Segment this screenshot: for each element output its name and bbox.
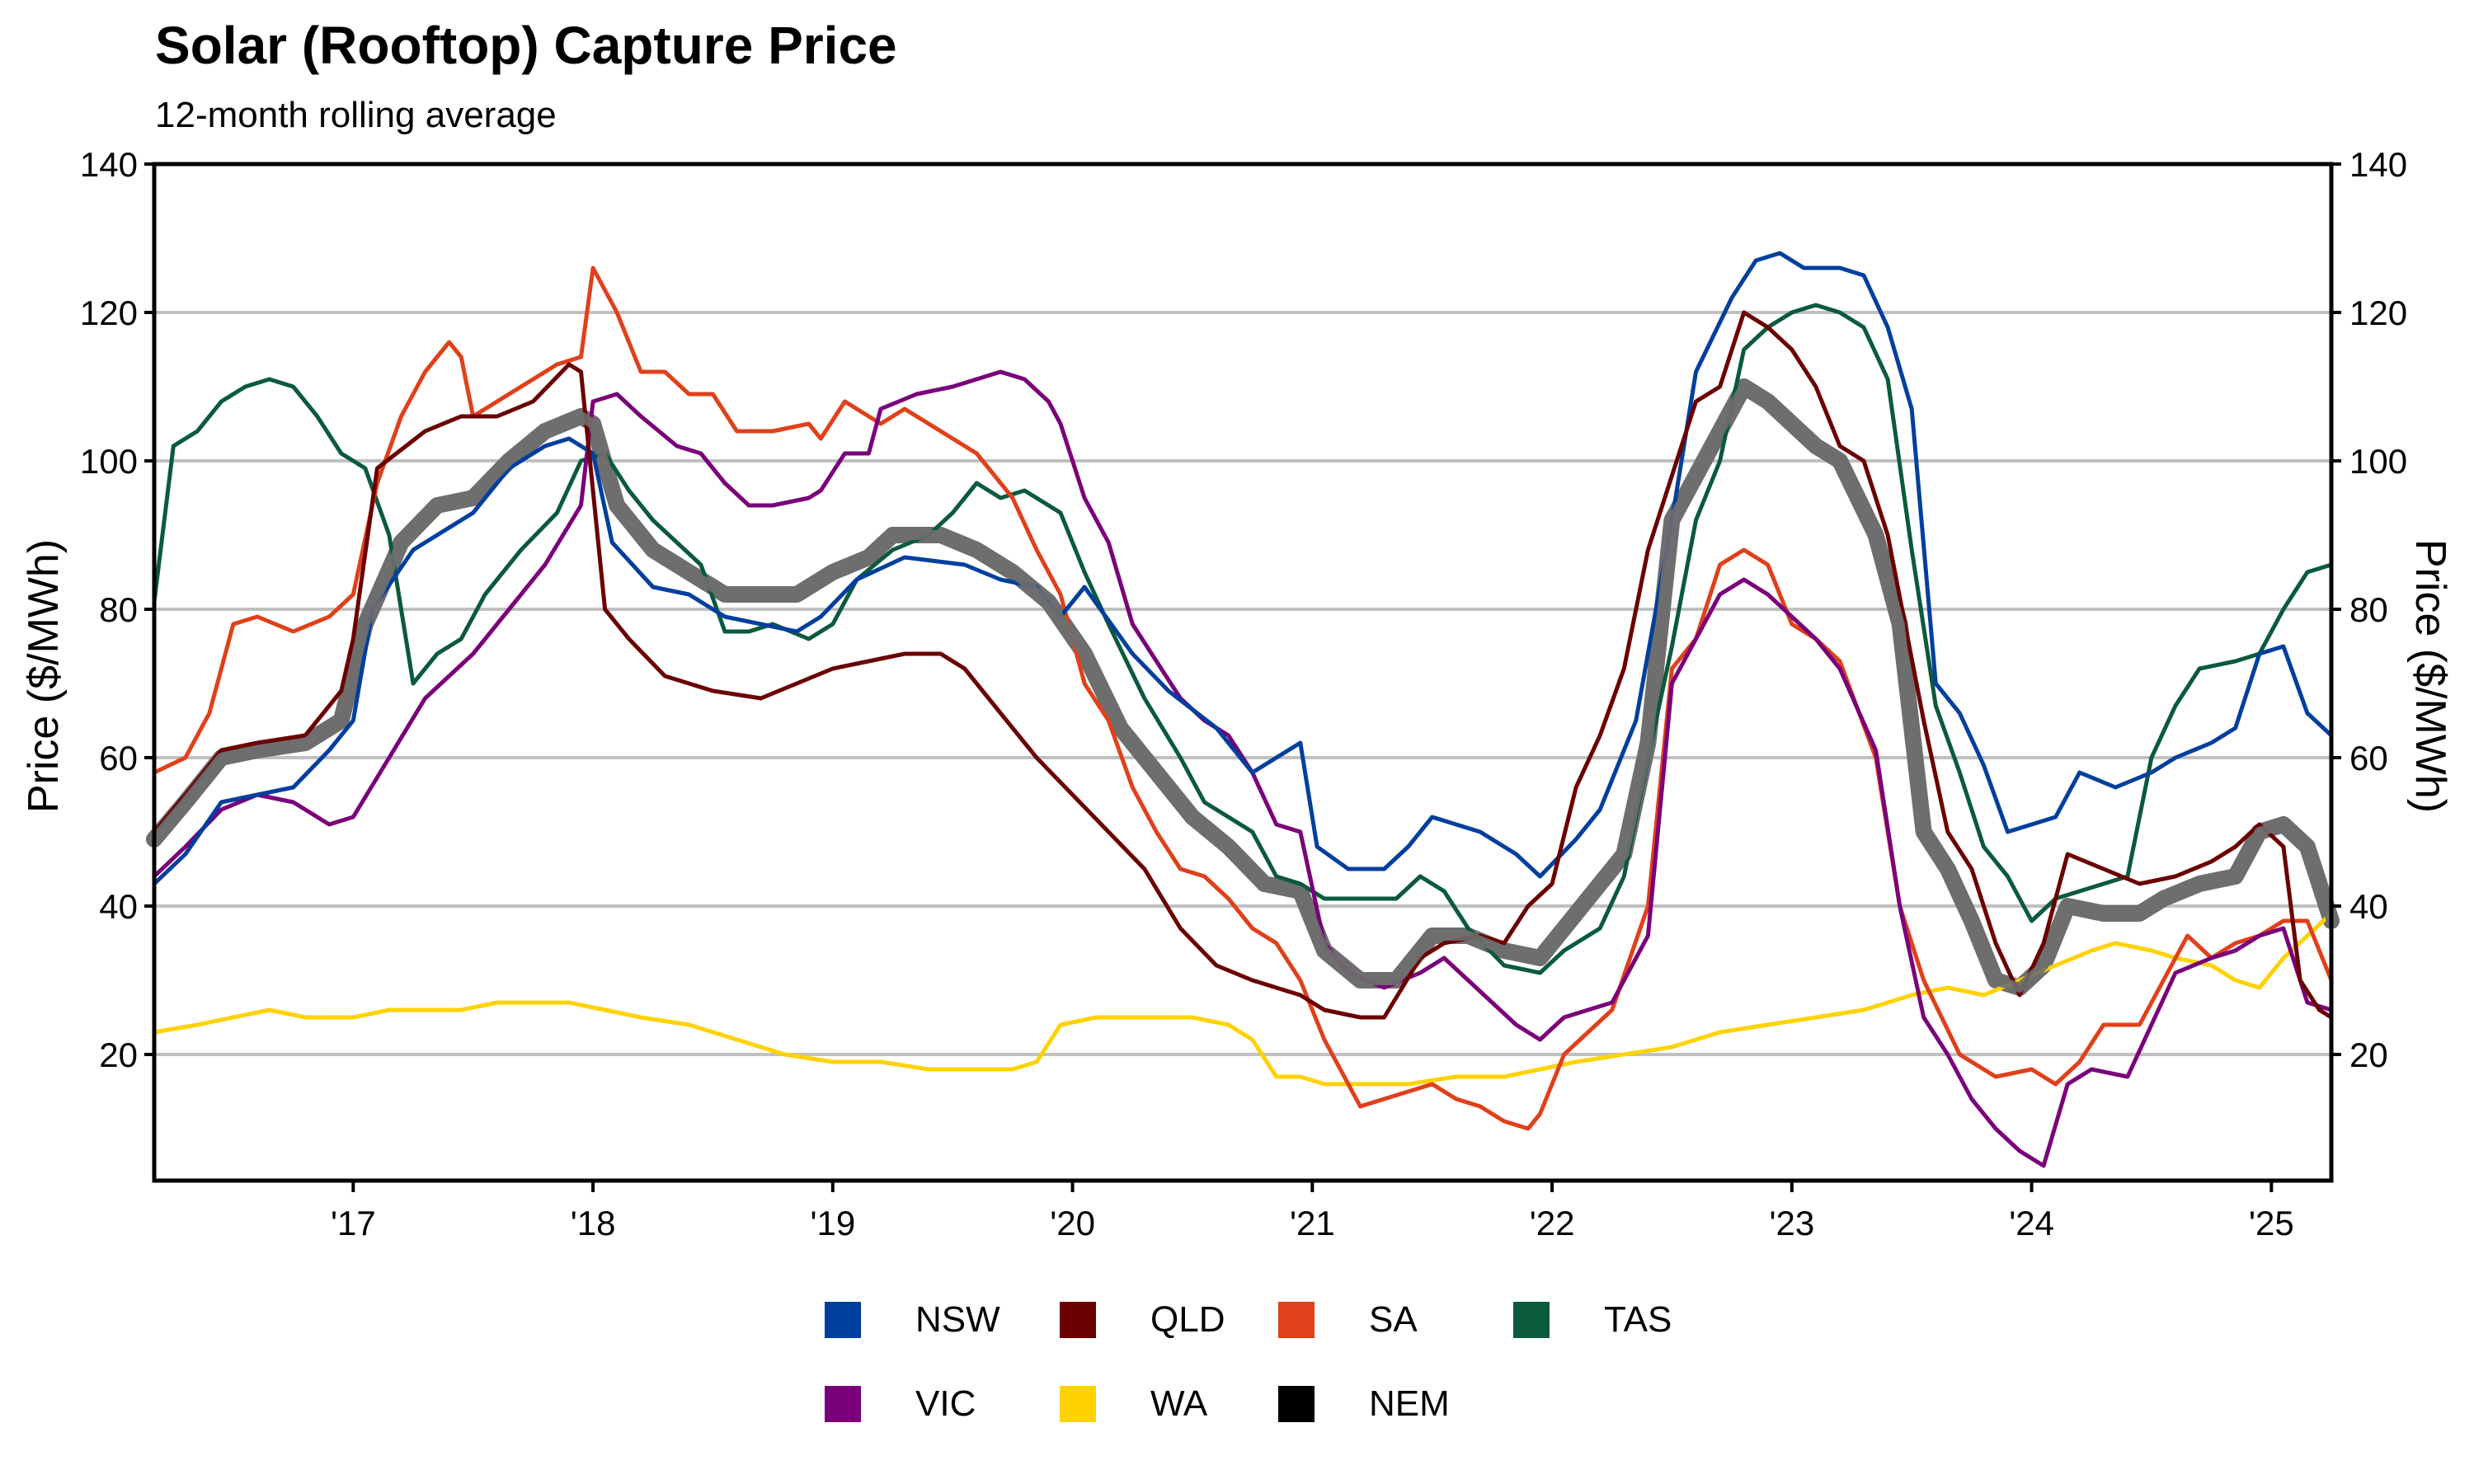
x-tick-label: '25 [2249, 1204, 2294, 1242]
y-tick-label-left: 100 [80, 442, 138, 481]
legend-swatch [1060, 1386, 1096, 1422]
legend-label: QLD [1150, 1299, 1225, 1340]
legend-label: WA [1150, 1383, 1208, 1424]
series-line-nsw [153, 251, 2333, 885]
y-tick-label-right: 100 [2349, 442, 2407, 481]
legend-swatch [1060, 1302, 1096, 1338]
series-line-nem [149, 382, 2336, 993]
y-tick-label-right: 20 [2349, 1036, 2388, 1074]
x-tick-label: '20 [1050, 1204, 1095, 1242]
series-line-sa [153, 265, 2334, 1131]
legend-label: NSW [915, 1299, 1000, 1340]
legend-swatch [1278, 1302, 1315, 1338]
chart-subtitle: 12-month rolling average [155, 95, 557, 135]
x-tick-label: '22 [1530, 1204, 1575, 1242]
y-tick-label-left: 40 [99, 887, 138, 926]
y-tick-label-left: 140 [80, 145, 138, 184]
series-line-wa [153, 912, 2333, 1087]
legend-swatch [825, 1302, 861, 1338]
x-tick-label: '23 [1769, 1204, 1814, 1242]
plot-border [152, 162, 2334, 1183]
legend-swatch [825, 1386, 861, 1422]
x-tick-label: '19 [810, 1204, 855, 1242]
x-tick-label: '18 [571, 1204, 616, 1242]
legend-label: VIC [915, 1383, 976, 1424]
legend-label: SA [1369, 1299, 1418, 1340]
y-tick-label-right: 60 [2349, 739, 2388, 777]
gridlines [154, 162, 2331, 1056]
x-tick-label: '21 [1290, 1204, 1335, 1242]
legend-label: NEM [1369, 1383, 1450, 1424]
series-lines [146, 251, 2340, 1168]
y-tick-label-left: 20 [99, 1036, 138, 1074]
y-axis-label-left: Price ($/MWh) [20, 539, 68, 813]
y-tick-label-right: 80 [2349, 590, 2388, 629]
series-line-tas [152, 303, 2332, 975]
y-tick-label-left: 60 [99, 739, 138, 777]
x-tick-label: '17 [331, 1204, 376, 1242]
y-tick-label-right: 40 [2349, 887, 2388, 926]
legend-label: TAS [1604, 1299, 1672, 1340]
y-tick-label-right: 120 [2349, 294, 2407, 332]
y-tick-label-right: 140 [2349, 145, 2407, 184]
series-line-qld [153, 310, 2333, 1020]
axes: 20 20 40 40 60 60 80 80 100 100 120 120 140 140 '17 '18… [80, 145, 2407, 1242]
y-axis-label-right: Price ($/MWh) [2406, 539, 2454, 813]
legend-swatch [1513, 1302, 1550, 1338]
y-tick-label-left: 80 [99, 590, 138, 629]
x-tick-label: '24 [2009, 1204, 2054, 1242]
series-line-nem-trend [146, 378, 2340, 996]
y-tick-label-left: 120 [80, 294, 138, 332]
chart-title: Solar (Rooftop) Capture Price [155, 16, 897, 75]
legend-swatch [1278, 1386, 1315, 1422]
